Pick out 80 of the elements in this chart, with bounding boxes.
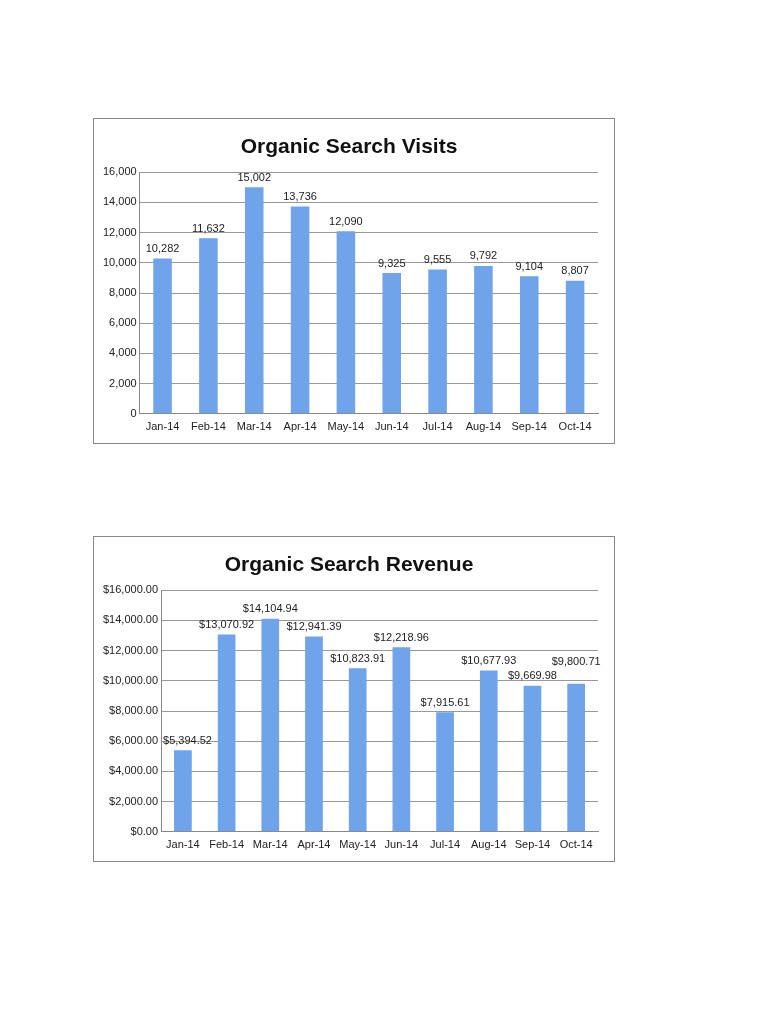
y-tick-label: 12,000	[102, 225, 137, 238]
x-tick-label: May-14	[327, 420, 365, 433]
x-tick-label: Oct-14	[558, 420, 592, 433]
y-tick-label: 4,000	[109, 346, 137, 359]
data-label: 9,792	[469, 249, 498, 262]
data-label: 10,282	[145, 242, 180, 255]
x-tick-label: Jul-14	[430, 838, 461, 851]
data-label: $10,823.91	[330, 651, 386, 664]
bar	[244, 187, 264, 414]
y-tick-label: $8,000.00	[109, 704, 159, 717]
data-label: 8,807	[561, 264, 589, 277]
y-tick-label: $6,000.00	[109, 734, 159, 747]
y-tick-label: 14,000	[102, 195, 137, 208]
data-label: 12,090	[329, 214, 363, 227]
y-tick-label: $12,000.00	[102, 643, 159, 656]
bar	[261, 618, 280, 832]
bar	[519, 276, 539, 414]
y-tick-label: $16,000.00	[102, 583, 159, 596]
x-tick-label: Apr-14	[283, 420, 317, 433]
x-tick-label: Mar-14	[252, 838, 288, 851]
y-tick-label: 16,000	[102, 165, 137, 178]
bar	[474, 265, 493, 414]
bar	[305, 636, 323, 832]
bar	[523, 685, 542, 832]
data-label: 13,736	[283, 189, 317, 202]
bar	[174, 750, 192, 832]
x-tick-label: Sep-14	[511, 420, 547, 433]
chart-title: Organic Search Visits	[240, 134, 458, 158]
x-tick-label: Aug-14	[465, 420, 502, 433]
bar	[565, 280, 585, 414]
bar	[217, 634, 236, 832]
y-tick-label: 6,000	[109, 316, 137, 329]
x-tick-label: Oct-14	[559, 838, 593, 851]
x-tick-label: Feb-14	[209, 838, 245, 851]
data-label: $9,800.71	[551, 655, 601, 668]
bar	[479, 670, 498, 832]
data-label: $12,218.96	[373, 630, 429, 643]
data-label: 9,555	[423, 253, 452, 266]
bar	[382, 272, 402, 414]
x-tick-label: Mar-14	[236, 420, 272, 433]
y-tick-label: $10,000.00	[102, 673, 159, 686]
x-tick-label: Feb-14	[190, 420, 226, 433]
y-tick-label: 2,000	[109, 376, 137, 389]
y-tick-label: $4,000.00	[109, 764, 159, 777]
x-tick-label: Apr-14	[297, 838, 331, 851]
bar	[348, 668, 367, 832]
bar	[567, 683, 585, 832]
bar	[199, 238, 218, 414]
x-tick-label: May-14	[339, 838, 377, 851]
data-label: $9,669.98	[507, 669, 557, 682]
y-tick-label: 8,000	[109, 286, 137, 299]
x-tick-label: Jan-14	[145, 420, 180, 433]
x-tick-label: Jan-14	[166, 838, 200, 851]
bar	[290, 206, 310, 414]
bar	[336, 231, 356, 414]
x-tick-label: Sep-14	[514, 838, 551, 851]
data-label: $12,941.39	[286, 619, 342, 632]
data-label: 9,104	[515, 259, 544, 272]
x-tick-label: Jun-14	[374, 420, 409, 433]
bar	[428, 269, 447, 414]
x-tick-label: Aug-14	[471, 838, 507, 851]
data-label: $7,915.61	[420, 695, 470, 708]
data-label: $14,104.94	[242, 602, 298, 615]
y-tick-label: 10,000	[102, 255, 137, 268]
data-label: 15,002	[237, 170, 272, 183]
data-label: $13,070.92	[199, 617, 255, 630]
data-label: $10,677.93	[461, 654, 517, 667]
y-tick-label: $14,000.00	[102, 613, 159, 626]
data-label: $5,394.52	[163, 733, 212, 746]
x-tick-label: Jul-14	[422, 420, 453, 433]
bar	[436, 712, 454, 832]
y-tick-label: $2,000.00	[109, 794, 159, 807]
y-tick-label: 0	[130, 406, 137, 419]
chart-title: Organic Search Revenue	[224, 552, 474, 576]
data-label: 9,325	[377, 256, 406, 269]
bar	[153, 258, 172, 414]
y-tick-label: $0.00	[130, 824, 159, 837]
x-tick-label: Jun-14	[384, 838, 419, 851]
bar	[392, 647, 411, 832]
data-label: 11,632	[191, 221, 225, 234]
